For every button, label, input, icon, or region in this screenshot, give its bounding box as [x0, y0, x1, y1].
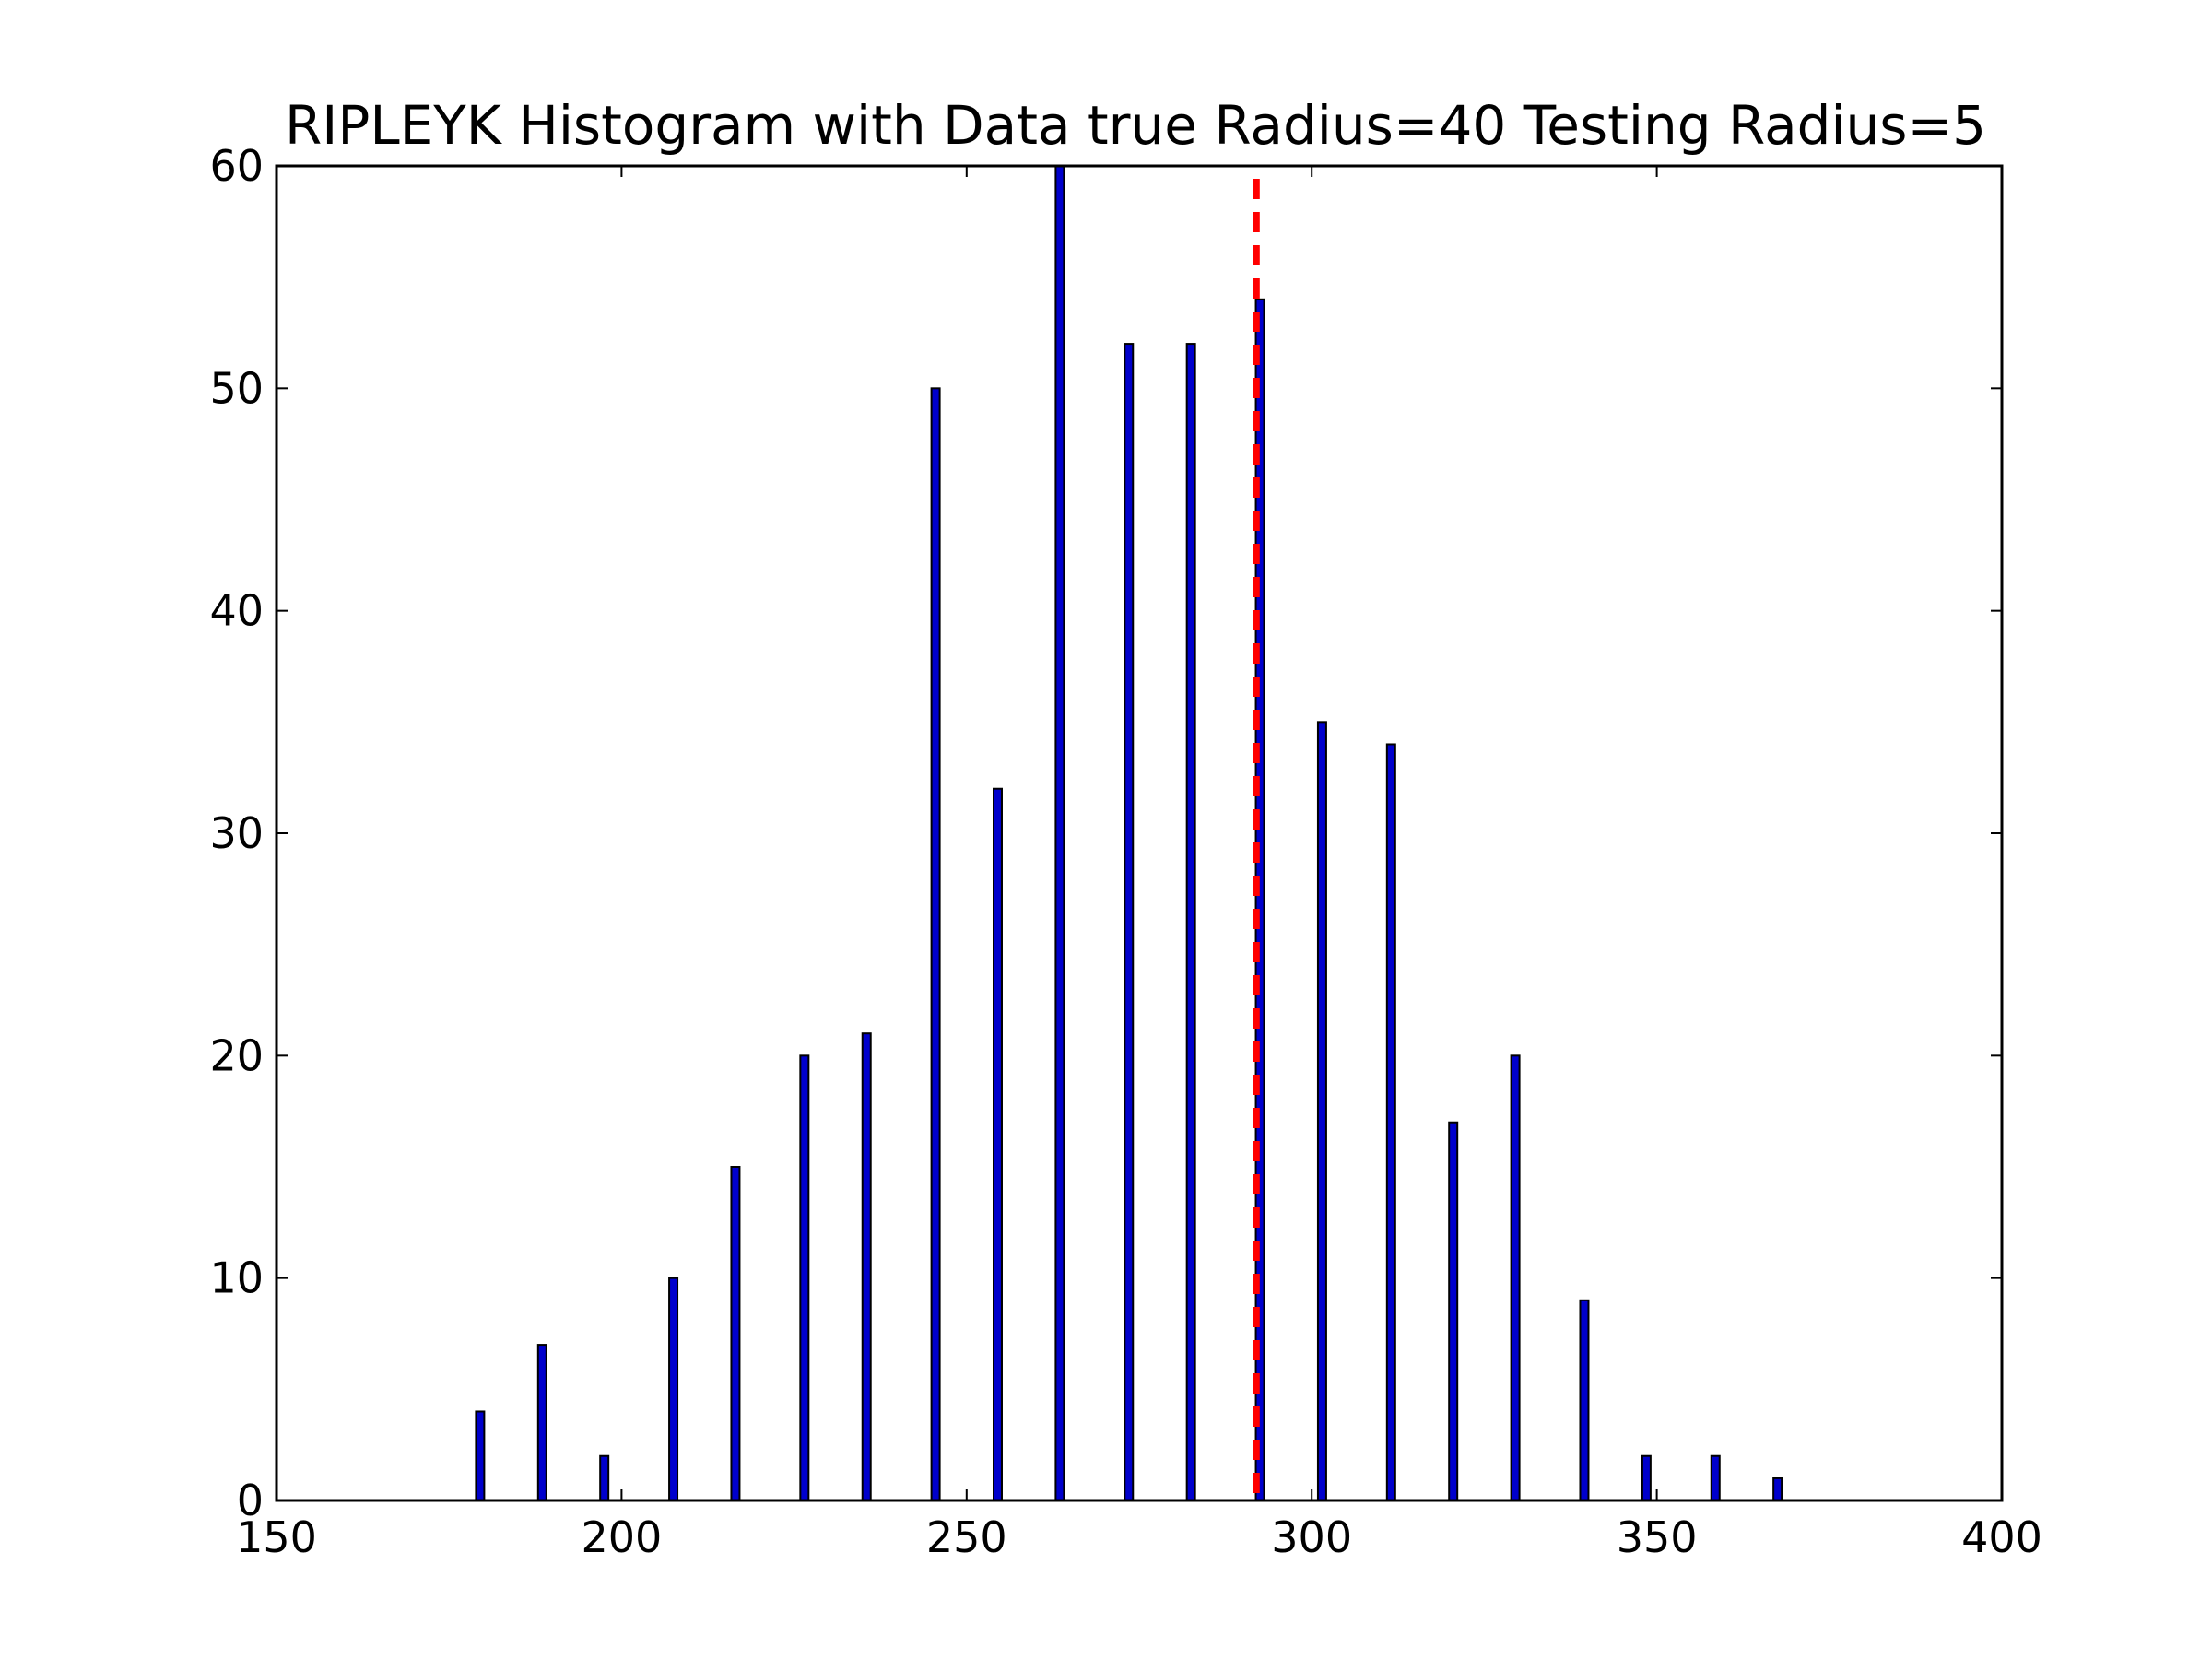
histogram-bar: [1579, 1299, 1590, 1502]
x-tick-label: 300: [1271, 1512, 1352, 1562]
histogram-bar: [1510, 1054, 1521, 1501]
histogram-bar: [1054, 165, 1065, 1501]
plot-frame: [275, 164, 2004, 1502]
y-tick-label: 30: [209, 808, 264, 858]
x-tick-label: 350: [1617, 1512, 1698, 1562]
histogram-bar: [599, 1454, 610, 1501]
histogram-bar: [1316, 721, 1327, 1501]
x-axis: 150 200 250 300 350 400: [236, 166, 2042, 1562]
x-tick-label: 250: [926, 1512, 1007, 1562]
x-tick-label: 400: [1961, 1512, 2042, 1562]
y-tick-label: 20: [209, 1030, 264, 1080]
histogram-bar: [475, 1410, 486, 1501]
histogram-bar: [1641, 1454, 1652, 1501]
x-tick-label: 200: [581, 1512, 662, 1562]
x-tick-label: 150: [236, 1512, 317, 1562]
histogram-bar: [1710, 1454, 1721, 1501]
y-tick-label: 10: [209, 1253, 264, 1303]
y-tick-label: 60: [209, 141, 264, 191]
y-tick-label: 50: [209, 363, 264, 413]
y-axis: 0 10 20 30 40 50 60: [209, 141, 2002, 1525]
histogram-bar: [993, 787, 1003, 1501]
histogram-bar: [1185, 343, 1196, 1502]
histogram-bar: [536, 1344, 547, 1501]
y-tick-label: 0: [237, 1476, 264, 1525]
histogram-bar: [930, 387, 941, 1502]
histogram-bar: [861, 1032, 872, 1501]
y-tick-label: 40: [209, 586, 264, 636]
bars-layer: [475, 165, 1783, 1502]
histogram-bar: [799, 1054, 810, 1501]
histogram-bar: [668, 1277, 679, 1502]
chart-title: RIPLEYK Histogram with Data true Radius=…: [285, 94, 1986, 157]
histogram-bar: [1385, 743, 1396, 1501]
histogram-bar: [1124, 343, 1135, 1502]
histogram-bar: [1772, 1477, 1783, 1501]
histogram-bar: [1448, 1121, 1459, 1501]
histogram-bar: [730, 1166, 741, 1501]
